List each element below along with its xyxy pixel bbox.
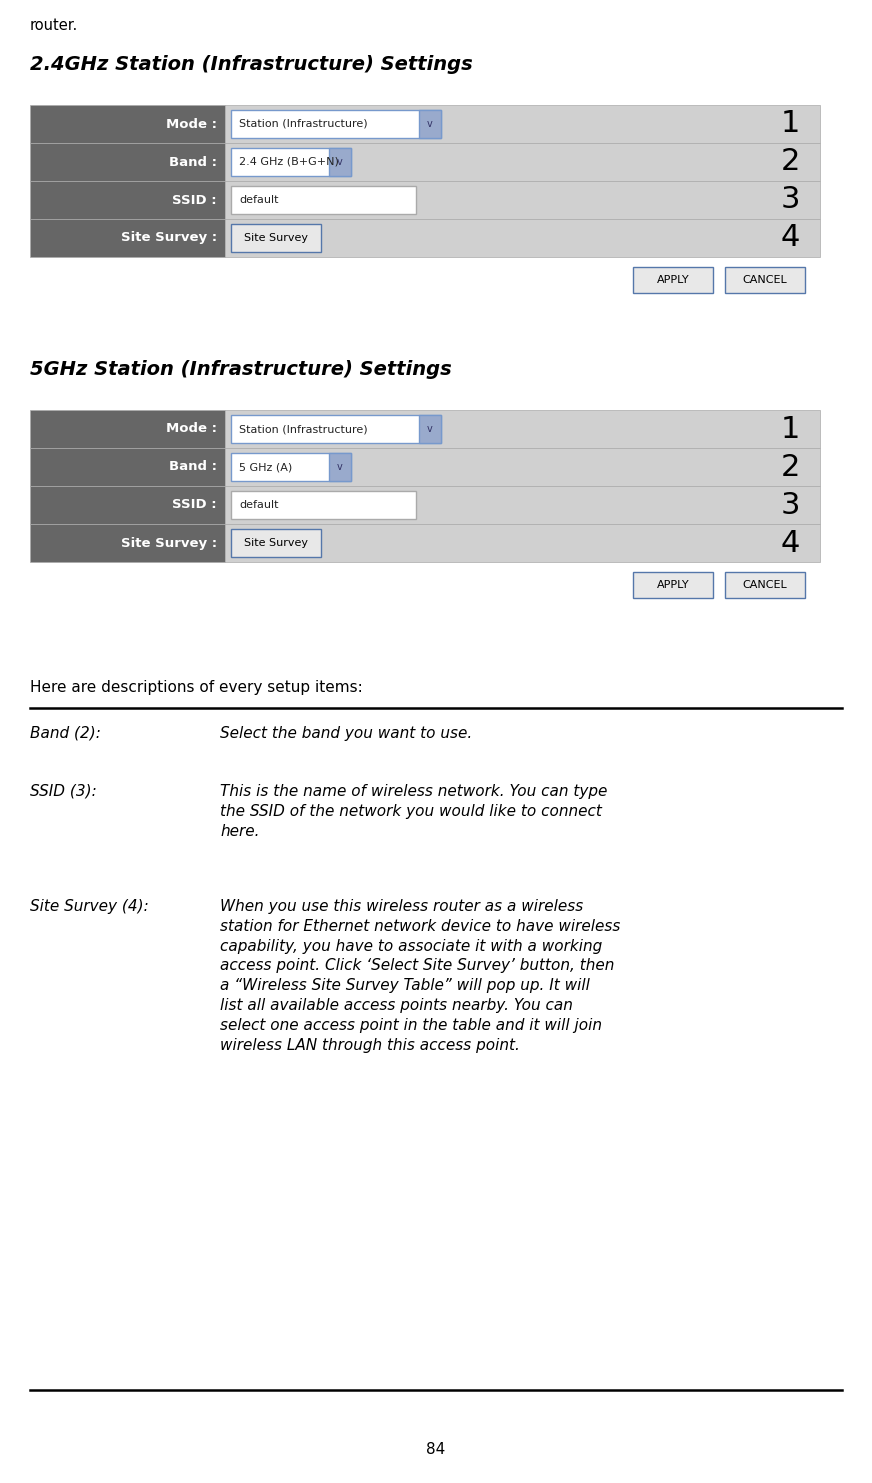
Bar [231, 148, 351, 176]
Text: CANCEL: CANCEL [743, 274, 787, 285]
Text: Band :: Band : [169, 156, 217, 169]
Text: Site Survey (4):: Site Survey (4): [30, 899, 149, 914]
Text: Station (Infrastructure): Station (Infrastructure) [239, 424, 368, 435]
Text: SSID (3):: SSID (3): [30, 785, 97, 799]
Text: APPLY: APPLY [657, 580, 689, 590]
Bar [225, 219, 820, 257]
Bar [633, 572, 713, 598]
Text: Station (Infrastructure): Station (Infrastructure) [239, 119, 368, 129]
Text: 3: 3 [780, 491, 800, 519]
Bar [329, 148, 351, 176]
Text: Band (2):: Band (2): [30, 727, 101, 742]
Text: Here are descriptions of every setup items:: Here are descriptions of every setup ite… [30, 681, 363, 696]
Text: 3: 3 [780, 185, 800, 215]
Bar [225, 448, 820, 486]
Bar [225, 142, 820, 181]
Text: 2: 2 [780, 147, 800, 176]
Text: 2.4GHz Station (Infrastructure) Settings: 2.4GHz Station (Infrastructure) Settings [30, 55, 473, 74]
Text: 1: 1 [780, 415, 800, 443]
Text: 5 GHz (A): 5 GHz (A) [239, 463, 292, 472]
Bar [225, 523, 820, 562]
Text: v: v [337, 157, 343, 168]
Bar [30, 486, 225, 523]
Bar [419, 110, 441, 138]
Text: router.: router. [30, 18, 78, 33]
Bar [30, 105, 225, 142]
Text: CANCEL: CANCEL [743, 580, 787, 590]
Text: 2: 2 [780, 452, 800, 482]
Bar [30, 219, 225, 257]
Bar [225, 181, 820, 219]
Text: Mode :: Mode : [166, 423, 217, 436]
Text: default: default [239, 500, 278, 510]
Bar [30, 181, 225, 219]
Bar [419, 415, 441, 443]
Text: Site Survey :: Site Survey : [121, 231, 217, 245]
Bar [30, 448, 225, 486]
Text: SSID :: SSID : [173, 498, 217, 512]
Bar [30, 142, 225, 181]
Text: APPLY: APPLY [657, 274, 689, 285]
Bar [225, 486, 820, 523]
Bar [30, 523, 225, 562]
Text: This is the name of wireless network. You can type
the SSID of the network you w: This is the name of wireless network. Yo… [220, 785, 608, 838]
Text: v: v [427, 119, 433, 129]
Bar [225, 105, 820, 142]
Text: 84: 84 [426, 1443, 446, 1458]
Bar [633, 267, 713, 294]
Text: Site Survey: Site Survey [244, 538, 308, 549]
Bar [231, 224, 321, 252]
Bar [231, 452, 351, 480]
Bar [231, 185, 416, 214]
Bar [329, 452, 351, 480]
Text: 1: 1 [780, 110, 800, 138]
Bar [231, 529, 321, 558]
Bar [231, 110, 441, 138]
Text: Site Survey: Site Survey [244, 233, 308, 243]
Bar [231, 415, 441, 443]
Bar [30, 409, 225, 448]
Text: Select the band you want to use.: Select the band you want to use. [220, 727, 473, 742]
Text: 5GHz Station (Infrastructure) Settings: 5GHz Station (Infrastructure) Settings [30, 360, 452, 380]
Text: When you use this wireless router as a wireless
station for Ethernet network dev: When you use this wireless router as a w… [220, 899, 620, 1053]
Text: default: default [239, 194, 278, 205]
Text: v: v [427, 424, 433, 435]
Text: Band :: Band : [169, 461, 217, 473]
Text: 2.4 GHz (B+G+N): 2.4 GHz (B+G+N) [239, 157, 339, 168]
Text: Mode :: Mode : [166, 117, 217, 131]
Text: Site Survey :: Site Survey : [121, 537, 217, 550]
Bar [725, 267, 805, 294]
Text: SSID :: SSID : [173, 193, 217, 206]
Bar [725, 572, 805, 598]
Text: 4: 4 [780, 528, 800, 558]
Bar [225, 409, 820, 448]
Bar [231, 491, 416, 519]
Text: 4: 4 [780, 224, 800, 252]
Text: v: v [337, 463, 343, 472]
